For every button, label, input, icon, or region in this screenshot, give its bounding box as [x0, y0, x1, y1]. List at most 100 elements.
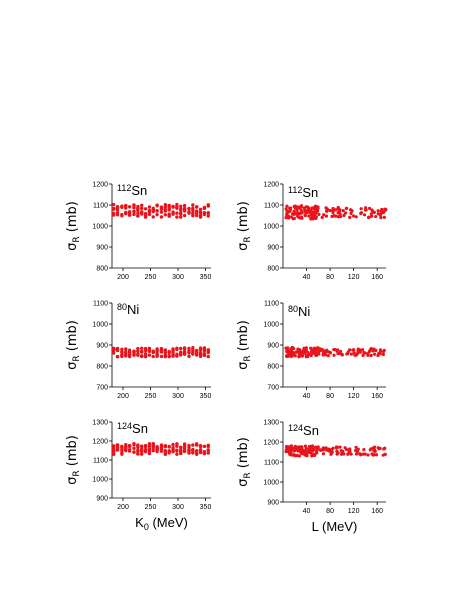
data-point — [175, 215, 179, 219]
data-point — [175, 346, 179, 351]
data-point — [299, 208, 303, 212]
data-point — [132, 450, 136, 454]
data-point — [315, 449, 319, 453]
data-point — [171, 210, 175, 214]
x-tick-label: 40 — [303, 508, 311, 515]
data-points — [111, 346, 210, 359]
data-point — [303, 213, 307, 218]
data-point — [285, 354, 289, 359]
data-point — [182, 446, 187, 451]
data-point — [179, 207, 183, 211]
data-point — [151, 207, 155, 211]
data-point — [376, 212, 380, 216]
data-point — [191, 348, 195, 352]
data-point — [206, 448, 210, 453]
data-point — [308, 451, 312, 455]
data-point — [367, 215, 371, 219]
x-tick-label: 300 — [172, 504, 184, 511]
x-tick-label: 40 — [303, 274, 311, 281]
x-tick-label: 300 — [172, 393, 184, 400]
data-point — [206, 210, 210, 215]
data-point — [187, 451, 191, 455]
data-point — [132, 212, 136, 217]
data-point — [167, 206, 171, 211]
data-point — [187, 354, 191, 359]
data-point — [163, 205, 168, 209]
data-point — [136, 208, 140, 212]
data-point — [163, 445, 168, 449]
x-axis-label: K0 (MeV) — [135, 515, 188, 532]
y-tick-label: 900 — [267, 343, 279, 350]
data-point — [115, 208, 120, 212]
data-point — [288, 445, 292, 449]
data-point — [195, 353, 199, 357]
x-tick-label: 250 — [145, 274, 157, 281]
data-point — [287, 349, 291, 353]
data-point — [175, 205, 179, 209]
data-point — [198, 213, 203, 218]
data-point — [171, 353, 175, 357]
x-tick-label: 250 — [145, 393, 157, 400]
data-point — [336, 451, 340, 455]
y-tick-label: 1100 — [264, 301, 279, 308]
data-point — [206, 451, 210, 455]
data-point — [140, 210, 144, 214]
data-point — [378, 352, 382, 356]
data-point — [306, 206, 311, 210]
data-point — [195, 443, 199, 447]
data-point — [175, 442, 179, 446]
data-point — [175, 452, 179, 456]
data-point — [310, 348, 314, 352]
data-point — [198, 210, 203, 214]
y-tick-label: 800 — [96, 266, 108, 273]
data-point — [318, 448, 322, 452]
data-point — [333, 348, 337, 352]
nuclide-annotation: 80Ni — [288, 304, 310, 319]
data-point — [159, 346, 164, 351]
data-point — [187, 211, 191, 215]
data-point — [344, 447, 349, 452]
data-point — [348, 215, 352, 219]
data-point — [334, 445, 339, 449]
data-point — [111, 444, 116, 448]
data-point — [348, 447, 352, 451]
data-point — [191, 443, 195, 447]
y-tick-label: 1100 — [264, 460, 279, 467]
data-points — [111, 202, 210, 219]
data-point — [284, 207, 288, 211]
data-point — [349, 352, 353, 356]
data-point — [291, 217, 295, 221]
y-tick-label: 1300 — [263, 420, 279, 427]
data-point — [155, 204, 159, 208]
data-point — [202, 212, 207, 217]
data-point — [163, 450, 168, 455]
data-point — [167, 212, 171, 216]
data-point — [167, 354, 171, 358]
nuclide-annotation: 80Ni — [117, 302, 139, 317]
data-point — [115, 346, 120, 351]
data-point — [374, 453, 379, 457]
data-point — [348, 208, 353, 212]
data-point — [338, 445, 342, 449]
data-point — [314, 216, 318, 220]
data-point — [191, 206, 195, 211]
data-point — [191, 211, 195, 215]
data-point — [124, 210, 128, 215]
data-point — [179, 204, 183, 209]
y-tick-label: 800 — [267, 364, 279, 371]
data-point — [303, 453, 308, 457]
data-point — [111, 206, 116, 211]
data-points — [284, 204, 388, 221]
data-point — [362, 448, 366, 452]
data-point — [132, 442, 136, 446]
data-point — [315, 209, 320, 213]
x-tick-label: 250 — [145, 504, 157, 511]
data-point — [187, 443, 191, 448]
data-point — [374, 348, 378, 353]
data-point — [132, 446, 136, 450]
data-point — [320, 215, 324, 220]
data-point — [321, 350, 326, 354]
data-point — [111, 351, 116, 355]
data-point — [297, 352, 302, 356]
data-point — [369, 212, 373, 216]
